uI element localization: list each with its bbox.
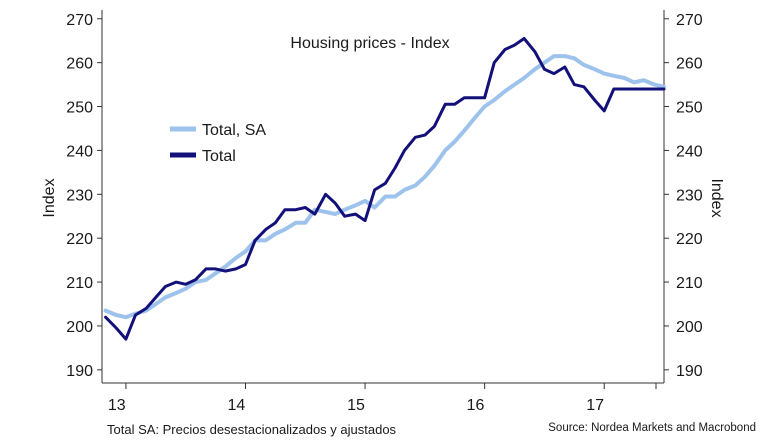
plot-area: [103, 37, 666, 341]
left-tick-label: 190: [66, 363, 93, 380]
right-tick-label: 270: [676, 12, 703, 29]
x-tick-label: 16: [467, 397, 485, 414]
legend-label-total-sa: Total, SA: [202, 122, 266, 139]
left-tick-label: 230: [66, 187, 93, 204]
series-line-total-sa: [103, 54, 666, 320]
footnote: Total SA: Precios desestacionalizados y …: [107, 422, 397, 437]
right-tick-label: 250: [676, 100, 703, 117]
right-y-axis-label: Index: [708, 178, 725, 217]
x-tick-label: 15: [347, 397, 365, 414]
legend-label-total: Total: [202, 148, 236, 165]
left-tick-label: 200: [66, 319, 93, 336]
left-tick-label: 270: [66, 12, 93, 29]
right-tick-label: 200: [676, 319, 703, 336]
right-y-axis: 190 200 210 220 230 240 250 260 270: [663, 10, 703, 383]
source-note: Source: Nordea Markets and Macrobond: [548, 422, 756, 434]
x-tick-label: 17: [586, 397, 604, 414]
left-y-axis: 190 200 210 220 230 240 250 260 270: [66, 10, 103, 383]
right-tick-label: 210: [676, 275, 703, 292]
right-tick-label: 230: [676, 187, 703, 204]
left-tick-label: 260: [66, 56, 93, 73]
right-tick-label: 220: [676, 231, 703, 248]
left-tick-label: 210: [66, 275, 93, 292]
left-tick-label: 240: [66, 143, 93, 160]
series-line-total: [104, 37, 666, 341]
chart-title: Housing prices - Index: [290, 35, 449, 52]
x-tick-label: 13: [108, 397, 126, 414]
right-tick-label: 190: [676, 363, 703, 380]
right-tick-label: 240: [676, 143, 703, 160]
left-tick-label: 250: [66, 100, 93, 117]
x-axis: 13 14 15 16 17: [102, 382, 664, 414]
x-tick-label: 14: [227, 397, 245, 414]
left-tick-label: 220: [66, 231, 93, 248]
left-y-axis-label: Index: [41, 178, 58, 217]
legend: Total, SA Total: [170, 122, 266, 165]
right-tick-label: 260: [676, 56, 703, 73]
